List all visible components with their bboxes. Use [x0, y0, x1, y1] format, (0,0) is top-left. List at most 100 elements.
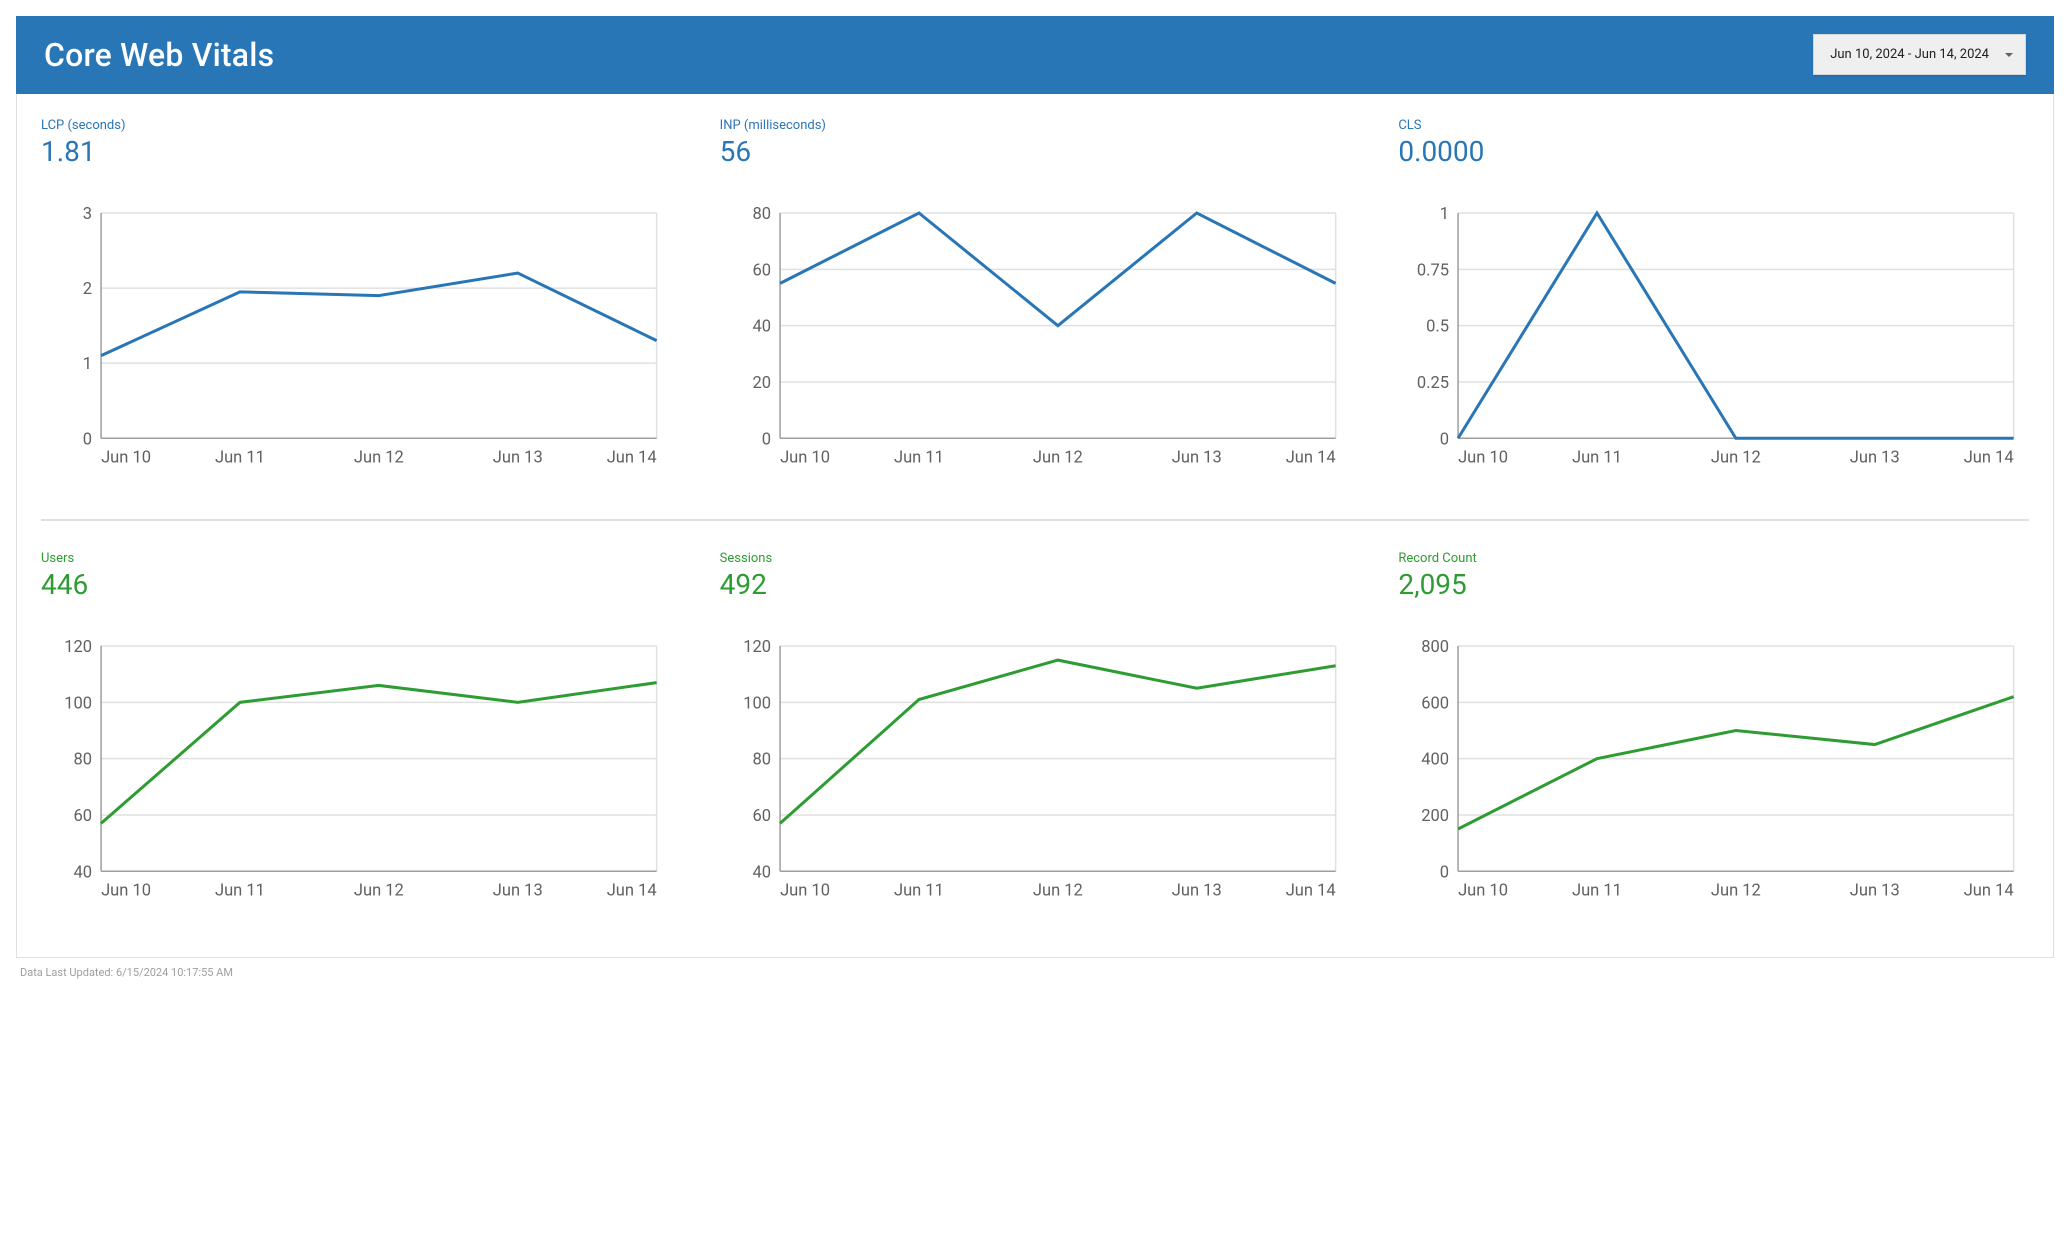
svg-text:Jun 12: Jun 12 — [354, 448, 404, 467]
metric-value: 56 — [720, 135, 1351, 168]
svg-text:1: 1 — [83, 355, 92, 374]
svg-text:Jun 12: Jun 12 — [1711, 448, 1761, 467]
metric-sessions: Sessions 492 40 60 80 100 120 Jun 10 Jun 11 Jun… — [720, 551, 1351, 916]
svg-text:Jun 11: Jun 11 — [894, 882, 944, 901]
svg-text:100: 100 — [743, 695, 771, 714]
metric-record-count: Record Count 2,095 0 200 400 600 800 Jun 10 Ju… — [1398, 551, 2029, 916]
svg-text:Jun 11: Jun 11 — [1572, 448, 1622, 467]
svg-text:80: 80 — [752, 751, 771, 770]
metric-users: Users 446 40 60 80 100 120 Jun 10 Jun 11 Jun 12… — [41, 551, 672, 916]
svg-text:3: 3 — [83, 205, 92, 224]
metric-label: Sessions — [720, 551, 1351, 566]
svg-text:Jun 14: Jun 14 — [1964, 448, 2014, 467]
metrics-row-bottom: Users 446 40 60 80 100 120 Jun 10 Jun 11 Jun 12… — [41, 551, 2029, 916]
svg-text:Jun 13: Jun 13 — [493, 882, 543, 901]
svg-text:Jun 14: Jun 14 — [607, 448, 657, 467]
svg-text:60: 60 — [74, 807, 93, 826]
svg-text:Jun 10: Jun 10 — [101, 448, 151, 467]
svg-text:600: 600 — [1422, 695, 1450, 714]
metric-label: LCP (seconds) — [41, 118, 672, 133]
svg-text:Jun 13: Jun 13 — [1171, 882, 1221, 901]
metric-value: 0.0000 — [1398, 135, 2029, 168]
svg-text:200: 200 — [1422, 807, 1450, 826]
svg-text:Jun 12: Jun 12 — [1711, 882, 1761, 901]
line-chart-svg: 40 60 80 100 120 Jun 10 Jun 11 Jun 12 Jun 13 Jun … — [41, 631, 672, 916]
svg-text:0: 0 — [1440, 430, 1449, 449]
metric-value: 492 — [720, 568, 1351, 601]
svg-text:Jun 10: Jun 10 — [1458, 882, 1508, 901]
dashboard-body: LCP (seconds) 1.81 0 1 2 3 Jun 10 Jun 11 Jun 1… — [16, 94, 2054, 958]
svg-text:0: 0 — [83, 430, 92, 449]
metric-label: CLS — [1398, 118, 2029, 133]
svg-text:40: 40 — [74, 864, 93, 883]
svg-text:40: 40 — [752, 318, 771, 337]
date-range-label: Jun 10, 2024 - Jun 14, 2024 — [1830, 47, 1989, 62]
chevron-down-icon — [2005, 53, 2013, 57]
metric-label: Users — [41, 551, 672, 566]
chart-cls: 0 0.25 0.5 0.75 1 Jun 10 Jun 11 Jun 12 Jun 13 Jun… — [1398, 198, 2029, 483]
chart-lcp: 0 1 2 3 Jun 10 Jun 11 Jun 12 Jun 13 Jun 14 — [41, 198, 672, 483]
metrics-row-top: LCP (seconds) 1.81 0 1 2 3 Jun 10 Jun 11 Jun 1… — [41, 118, 2029, 483]
svg-text:60: 60 — [752, 261, 771, 280]
svg-text:2: 2 — [83, 280, 92, 299]
svg-text:Jun 11: Jun 11 — [215, 882, 265, 901]
svg-text:0.75: 0.75 — [1417, 261, 1449, 280]
svg-text:0: 0 — [1440, 864, 1449, 883]
line-chart-svg: 0 0.25 0.5 0.75 1 Jun 10 Jun 11 Jun 12 Jun 13 Jun… — [1398, 198, 2029, 483]
svg-text:Jun 13: Jun 13 — [1171, 448, 1221, 467]
svg-text:Jun 14: Jun 14 — [607, 882, 657, 901]
svg-text:Jun 13: Jun 13 — [1850, 448, 1900, 467]
svg-text:Jun 13: Jun 13 — [493, 448, 543, 467]
svg-text:Jun 11: Jun 11 — [1572, 882, 1622, 901]
chart-inp: 0 20 40 60 80 Jun 10 Jun 11 Jun 12 Jun 13 Jun 14 — [720, 198, 1351, 483]
svg-text:400: 400 — [1422, 751, 1450, 770]
svg-text:Jun 11: Jun 11 — [215, 448, 265, 467]
page-header: Core Web Vitals Jun 10, 2024 - Jun 14, 2… — [16, 16, 2054, 94]
chart-users: 40 60 80 100 120 Jun 10 Jun 11 Jun 12 Jun 13 Jun … — [41, 631, 672, 916]
metric-lcp: LCP (seconds) 1.81 0 1 2 3 Jun 10 Jun 11 Jun 1… — [41, 118, 672, 483]
svg-text:800: 800 — [1422, 638, 1450, 657]
chart-sessions: 40 60 80 100 120 Jun 10 Jun 11 Jun 12 Jun 13 Jun … — [720, 631, 1351, 916]
line-chart-svg: 0 1 2 3 Jun 10 Jun 11 Jun 12 Jun 13 Jun 14 — [41, 198, 672, 483]
svg-text:Jun 10: Jun 10 — [780, 448, 830, 467]
metric-value: 446 — [41, 568, 672, 601]
metric-cls: CLS 0.0000 0 0.25 0.5 0.75 1 Jun 10 Jun 11 Jun … — [1398, 118, 2029, 483]
metric-label: Record Count — [1398, 551, 2029, 566]
svg-text:Jun 10: Jun 10 — [101, 882, 151, 901]
svg-text:0: 0 — [761, 430, 770, 449]
svg-text:120: 120 — [64, 638, 92, 657]
svg-text:Jun 12: Jun 12 — [354, 882, 404, 901]
svg-text:Jun 13: Jun 13 — [1850, 882, 1900, 901]
footer-last-updated: Data Last Updated: 6/15/2024 10:17:55 AM — [16, 966, 2054, 979]
metric-value: 1.81 — [41, 135, 672, 168]
svg-text:40: 40 — [752, 864, 771, 883]
svg-text:60: 60 — [752, 807, 771, 826]
dashboard-page: Core Web Vitals Jun 10, 2024 - Jun 14, 2… — [0, 0, 2070, 987]
svg-text:1: 1 — [1440, 205, 1449, 224]
metric-value: 2,095 — [1398, 568, 2029, 601]
section-divider — [41, 519, 2029, 521]
svg-text:120: 120 — [743, 638, 771, 657]
svg-text:0.25: 0.25 — [1417, 374, 1449, 393]
line-chart-svg: 40 60 80 100 120 Jun 10 Jun 11 Jun 12 Jun 13 Jun … — [720, 631, 1351, 916]
svg-text:0.5: 0.5 — [1426, 318, 1449, 337]
date-range-picker[interactable]: Jun 10, 2024 - Jun 14, 2024 — [1813, 34, 2026, 75]
svg-text:Jun 10: Jun 10 — [1458, 448, 1508, 467]
svg-text:80: 80 — [74, 751, 93, 770]
svg-text:80: 80 — [752, 205, 771, 224]
svg-text:Jun 10: Jun 10 — [780, 882, 830, 901]
svg-text:Jun 11: Jun 11 — [894, 448, 944, 467]
svg-text:20: 20 — [752, 374, 771, 393]
metric-label: INP (milliseconds) — [720, 118, 1351, 133]
chart-record-count: 0 200 400 600 800 Jun 10 Jun 11 Jun 12 Jun 13 Jun… — [1398, 631, 2029, 916]
svg-text:Jun 14: Jun 14 — [1285, 882, 1335, 901]
line-chart-svg: 0 200 400 600 800 Jun 10 Jun 11 Jun 12 Jun 13 Jun… — [1398, 631, 2029, 916]
svg-text:Jun 14: Jun 14 — [1964, 882, 2014, 901]
page-title: Core Web Vitals — [44, 36, 274, 74]
svg-text:Jun 12: Jun 12 — [1033, 448, 1083, 467]
svg-text:Jun 12: Jun 12 — [1033, 882, 1083, 901]
svg-text:100: 100 — [64, 695, 92, 714]
svg-text:Jun 14: Jun 14 — [1285, 448, 1335, 467]
line-chart-svg: 0 20 40 60 80 Jun 10 Jun 11 Jun 12 Jun 13 Jun 14 — [720, 198, 1351, 483]
metric-inp: INP (milliseconds) 56 0 20 40 60 80 Jun 10 Jun… — [720, 118, 1351, 483]
